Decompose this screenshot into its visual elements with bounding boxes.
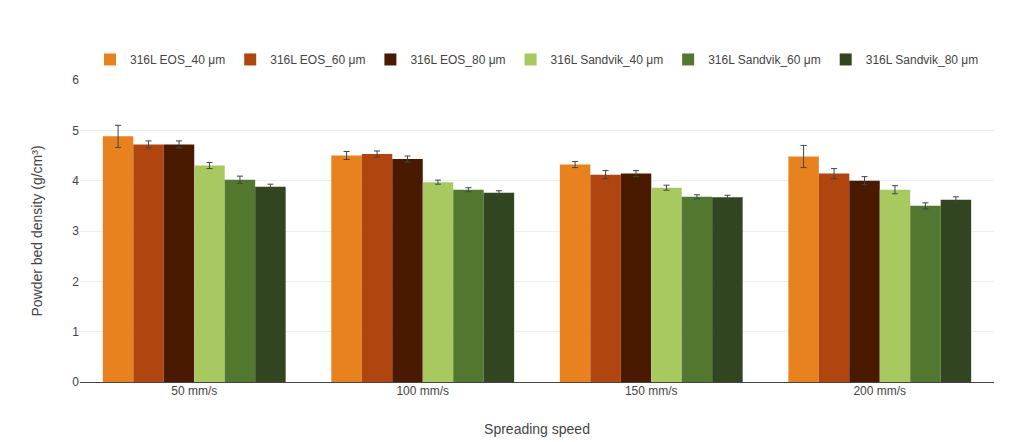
svg-text:316L Sandvik_40 μm: 316L Sandvik_40 μm (551, 53, 664, 67)
svg-text:2: 2 (72, 275, 79, 289)
svg-text:3: 3 (72, 224, 79, 238)
svg-text:100 mm/s: 100 mm/s (396, 384, 449, 398)
svg-text:Spreading speed: Spreading speed (484, 421, 590, 437)
svg-text:5: 5 (72, 124, 79, 138)
svg-text:1: 1 (72, 325, 79, 339)
svg-text:316L Sandvik_60 μm: 316L Sandvik_60 μm (708, 53, 821, 67)
svg-text:316L EOS_40 μm: 316L EOS_40 μm (130, 53, 225, 67)
svg-text:150 mm/s: 150 mm/s (625, 384, 678, 398)
svg-text:Powder bed density (g/cm³): Powder bed density (g/cm³) (29, 145, 45, 316)
svg-text:0: 0 (72, 375, 79, 389)
svg-text:316L EOS_80 μm: 316L EOS_80 μm (410, 53, 505, 67)
svg-text:200 mm/s: 200 mm/s (853, 384, 906, 398)
svg-text:4: 4 (72, 174, 79, 188)
svg-text:316L Sandvik_80 μm: 316L Sandvik_80 μm (866, 53, 979, 67)
svg-text:50 mm/s: 50 mm/s (171, 384, 217, 398)
svg-text:316L EOS_60 μm: 316L EOS_60 μm (270, 53, 365, 67)
svg-text:6: 6 (72, 73, 79, 87)
